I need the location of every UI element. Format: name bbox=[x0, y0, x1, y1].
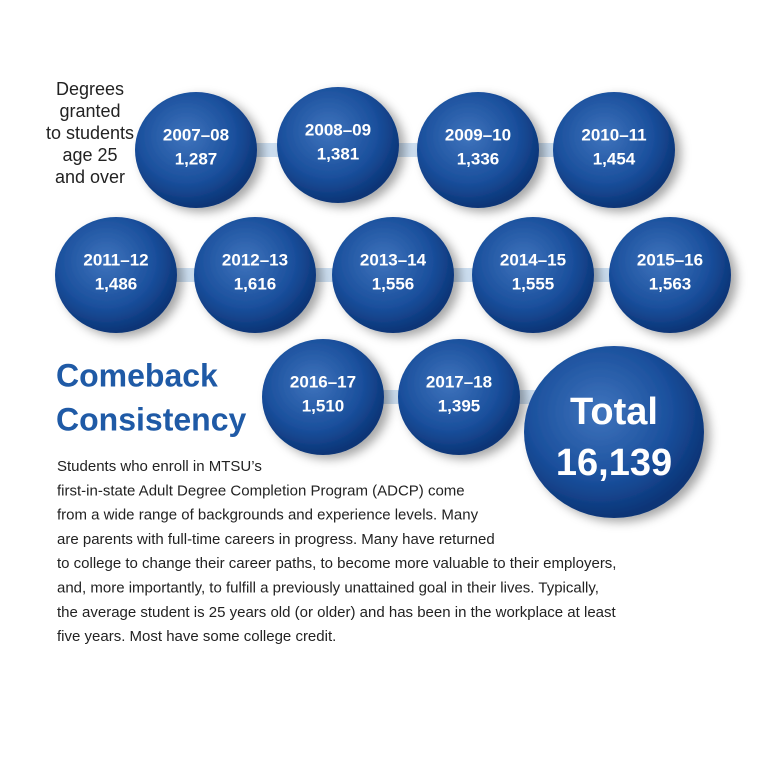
bubble bbox=[55, 217, 177, 333]
bubble-period: 2007–08 bbox=[163, 125, 229, 144]
bubble-count: 1,381 bbox=[317, 144, 360, 163]
bubble-period: 2011–12 bbox=[83, 250, 148, 269]
bubble bbox=[553, 92, 675, 208]
bubble-period: 2015–16 bbox=[637, 250, 703, 269]
total-label: Total bbox=[570, 391, 658, 433]
body-line: five years. Most have some college credi… bbox=[57, 628, 336, 645]
side-label: Degrees bbox=[56, 79, 124, 99]
bubble bbox=[135, 92, 257, 208]
bubble-count: 1,287 bbox=[175, 149, 218, 168]
bubble-count: 1,510 bbox=[302, 396, 345, 415]
total-count: 16,139 bbox=[556, 442, 672, 484]
heading: Comeback bbox=[56, 357, 218, 393]
body-line: and, more importantly, to fulfill a prev… bbox=[57, 579, 599, 596]
bubble bbox=[609, 217, 731, 333]
bubble bbox=[472, 217, 594, 333]
total-bubble bbox=[524, 346, 704, 518]
heading: Consistency bbox=[56, 401, 246, 437]
body-line: are parents with full-time careers in pr… bbox=[57, 531, 495, 548]
side-label: age 25 bbox=[62, 145, 117, 165]
bubble bbox=[332, 217, 454, 333]
bubble-count: 1,555 bbox=[512, 274, 555, 293]
bubble bbox=[417, 92, 539, 208]
bubble-period: 2008–09 bbox=[305, 120, 371, 139]
body-line: from a wide range of backgrounds and exp… bbox=[57, 507, 479, 524]
bubble bbox=[194, 217, 316, 333]
side-label: and over bbox=[55, 167, 125, 187]
bubble bbox=[277, 87, 399, 203]
bubble bbox=[398, 339, 520, 455]
side-label: granted bbox=[59, 101, 120, 121]
bubble-count: 1,563 bbox=[649, 274, 692, 293]
bubble-period: 2010–11 bbox=[581, 125, 646, 144]
body-line: Students who enroll in MTSU’s bbox=[57, 458, 262, 475]
bubble-count: 1,616 bbox=[234, 274, 277, 293]
side-label: to students bbox=[46, 123, 134, 143]
bubble-period: 2017–18 bbox=[426, 372, 492, 391]
bubble bbox=[262, 339, 384, 455]
body-line: to college to change their career paths,… bbox=[57, 555, 616, 572]
bubble-period: 2016–17 bbox=[290, 372, 356, 391]
bubble-count: 1,486 bbox=[95, 274, 138, 293]
bubble-count: 1,395 bbox=[438, 396, 481, 415]
body-line: first-in-state Adult Degree Completion P… bbox=[57, 482, 465, 499]
bubble-count: 1,454 bbox=[593, 149, 636, 168]
bubble-period: 2014–15 bbox=[500, 250, 566, 269]
body-line: the average student is 25 years old (or … bbox=[57, 604, 617, 621]
bubble-period: 2009–10 bbox=[445, 125, 511, 144]
bubble-count: 1,556 bbox=[372, 274, 415, 293]
bubble-period: 2013–14 bbox=[360, 250, 427, 269]
bubble-period: 2012–13 bbox=[222, 250, 288, 269]
bubble-count: 1,336 bbox=[457, 149, 500, 168]
